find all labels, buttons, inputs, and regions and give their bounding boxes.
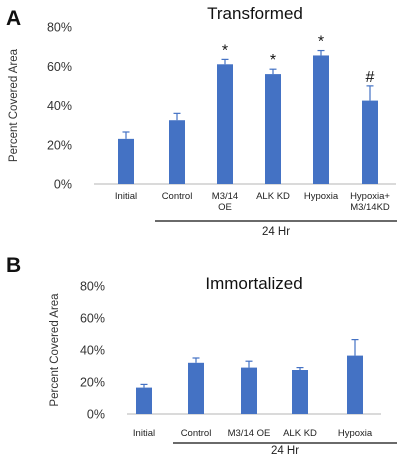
panel-letter: A [6,7,21,30]
chart-title: Immortalized [205,274,302,293]
category-label: Control [162,191,193,202]
bar [313,55,329,184]
y-axis-title: Percent Covered Area [8,48,20,162]
y-tick-label: 40% [80,344,105,358]
category-label: ALK KD [283,428,317,439]
panel-b: B Immortalized 0% 20% 40% 60% 80% Percent Cover… [6,254,397,455]
y-tick-label: 20% [47,138,72,152]
bar [169,120,185,184]
bar [136,387,152,414]
y-tick-label: 0% [87,408,105,422]
category-label: Hypoxia [338,428,373,439]
bar [265,74,281,184]
significance-mark: * [318,34,324,51]
panel-letter: B [6,254,21,277]
bar [188,362,204,414]
category-label: Initial [115,191,137,202]
y-tick-label: 80% [80,280,105,294]
bar [241,367,257,414]
y-tick-label: 60% [80,312,105,326]
panel-a: A Transformed 0% 20% 40% 60% 80% Percent Covere… [6,4,397,238]
y-tick-label: 40% [47,99,72,113]
significance-mark: * [270,52,276,69]
y-tick-label: 0% [54,178,72,192]
category-label: Control [181,428,212,439]
category-label: Initial [133,428,155,439]
bar [362,100,378,184]
bar [292,370,308,414]
y-tick-label: 60% [47,60,72,74]
chart-title: Transformed [207,4,303,23]
group-label: 24 Hr [262,226,290,238]
category-label: ALK KD [256,191,290,202]
category-label: Hypoxia+ M3/14KD [350,191,390,213]
category-label: Hypoxia [304,191,339,202]
bar [347,355,363,414]
group-label: 24 Hr [271,445,299,455]
category-label: M3/14 OE [212,191,238,213]
bar [118,138,134,184]
significance-mark: # [366,69,375,86]
y-tick-label: 80% [47,21,72,35]
y-axis-title: Percent Covered Area [49,293,61,407]
category-label: M3/14 OE [228,428,271,439]
significance-mark: * [222,42,228,59]
bar [217,64,233,184]
y-tick-label: 20% [80,376,105,390]
